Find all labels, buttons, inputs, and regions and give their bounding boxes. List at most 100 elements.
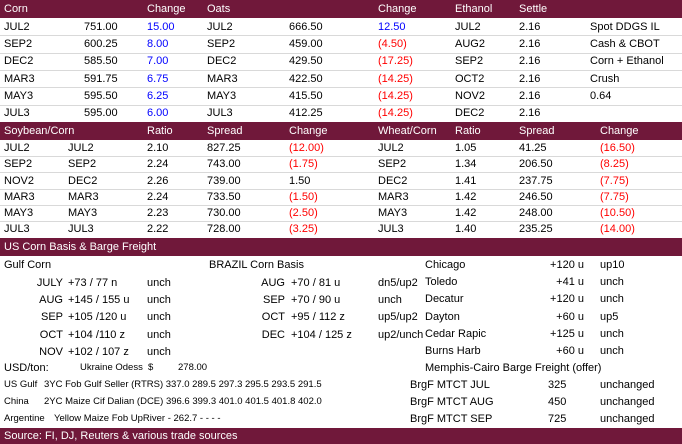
table-cell: 2.16 [519,55,541,68]
basis-change: unch [600,276,624,289]
basis-change: unch [600,345,624,357]
table-cell: MAY3 [4,206,34,219]
table-cell: 1.42 [455,206,477,219]
barge-change: unchanged [600,413,655,425]
column-header: Oats [207,3,231,15]
barge-change: unchanged [600,379,655,391]
origin: China [4,396,29,407]
basis-value: +73 / 77 n [68,277,118,289]
table-cell: MAR3 [207,72,238,85]
header-band [0,122,682,140]
column-header: Settle [519,3,548,15]
table-cell: (16.50) [600,142,635,155]
row-rule [0,52,682,54]
table-cell: 600.25 [84,37,118,50]
basis-value: +120 u [550,259,584,271]
column-header: Soybean/Corn [4,125,75,137]
table-cell: (3.25) [289,223,318,236]
table-cell: JUL2 [4,20,30,33]
column-header: Ratio [455,125,481,137]
table-cell: JUL2 [378,142,404,155]
basis-change: unch [147,277,171,289]
basis-value: +60 u [556,345,584,357]
table-cell: MAR3 [378,190,409,203]
table-cell: (4.50) [378,37,407,50]
basis-change: up5/up2 [378,311,418,324]
location: Burns Harb [425,345,481,357]
month: JULY [36,277,63,289]
table-cell: (12.00) [289,142,324,155]
basis-change: unch [147,311,171,324]
table-cell: 6.00 [147,107,169,120]
table-cell: 459.00 [289,37,323,50]
table-cell: 1.42 [455,190,477,203]
table-cell: DEC2 [455,107,485,120]
basis-value: +104 / 125 z [291,328,352,341]
table-cell: DEC2 [68,174,98,187]
table-cell: MAR3 [4,190,35,203]
row-rule [0,69,682,71]
basis-value: +120 u [550,293,584,306]
basis-change: unch [147,328,171,341]
column-header: Change [289,125,328,137]
table-cell: 1.41 [455,174,477,187]
table-cell: 422.50 [289,72,323,85]
barge-name: BrgF MTCT AUG [410,396,494,408]
table-cell: 2.24 [147,190,169,203]
table-cell: 739.00 [207,174,241,187]
location: Decatur [425,293,464,306]
table-cell: (17.25) [378,55,413,68]
table-cell: 6.25 [147,89,169,102]
table-cell: JUL3 [4,223,30,236]
basis-value: +104 /110 z [68,328,125,341]
label: Ukraine Odess [80,362,143,373]
location: Toledo [425,276,458,289]
column-header: Spread [519,125,555,137]
month: AUG [261,277,285,289]
table-cell: MAY3 [4,89,34,102]
table-cell: 733.50 [207,190,241,203]
barge-name: BrgF MTCT JUL [410,379,490,391]
table-cell: (2.50) [289,206,318,219]
table-cell: 730.00 [207,206,241,219]
basis-value: +70 / 81 u [291,277,341,289]
table-cell: SEP2 [455,55,484,68]
table-cell: 8.00 [147,37,169,50]
table-cell: 595.50 [84,89,118,102]
row-rule [0,188,682,190]
basis-change: unch [378,294,402,307]
table-cell: 41.25 [519,142,547,155]
table-cell: 743.00 [207,158,241,171]
table-cell: MAR3 [4,72,35,85]
table-cell: 2.23 [147,206,169,219]
table-cell: DEC2 [378,174,408,187]
table-cell: AUG2 [455,37,485,50]
table-cell: 751.00 [84,20,118,33]
table-cell: JUL2 [207,20,233,33]
basis-value: +70 / 90 u [291,294,341,307]
table-cell: (1.75) [289,158,318,171]
table-cell: 585.50 [84,55,118,68]
table-cell: (7.75) [600,174,629,187]
barge-value: 325 [548,379,567,391]
table-cell: 248.00 [519,206,553,219]
location: Cedar Rapic [425,327,487,340]
table-cell: SEP2 [207,37,236,50]
table-cell: JUL3 [68,223,94,236]
table-cell: 2.10 [147,142,169,155]
basis-value: +125 u [550,327,584,340]
table-cell: Cash & CBOT [590,37,660,50]
table-cell: NOV2 [455,89,485,102]
table-cell: 429.50 [289,55,323,68]
column-header: Change [378,3,417,15]
table-cell: 15.00 [147,20,175,33]
month: OCT [39,328,63,341]
row-rule [0,35,682,37]
table-cell: (8.25) [600,158,629,171]
barge-name: BrgF MTCT SEP [410,413,493,425]
source-note: Source: FI, DJ, Reuters & various trade … [4,430,238,442]
basis-value: +105 /120 u [68,311,127,324]
month: OCT [261,311,285,324]
table-cell: (1.50) [289,190,318,203]
table-cell: (14.25) [378,89,413,102]
